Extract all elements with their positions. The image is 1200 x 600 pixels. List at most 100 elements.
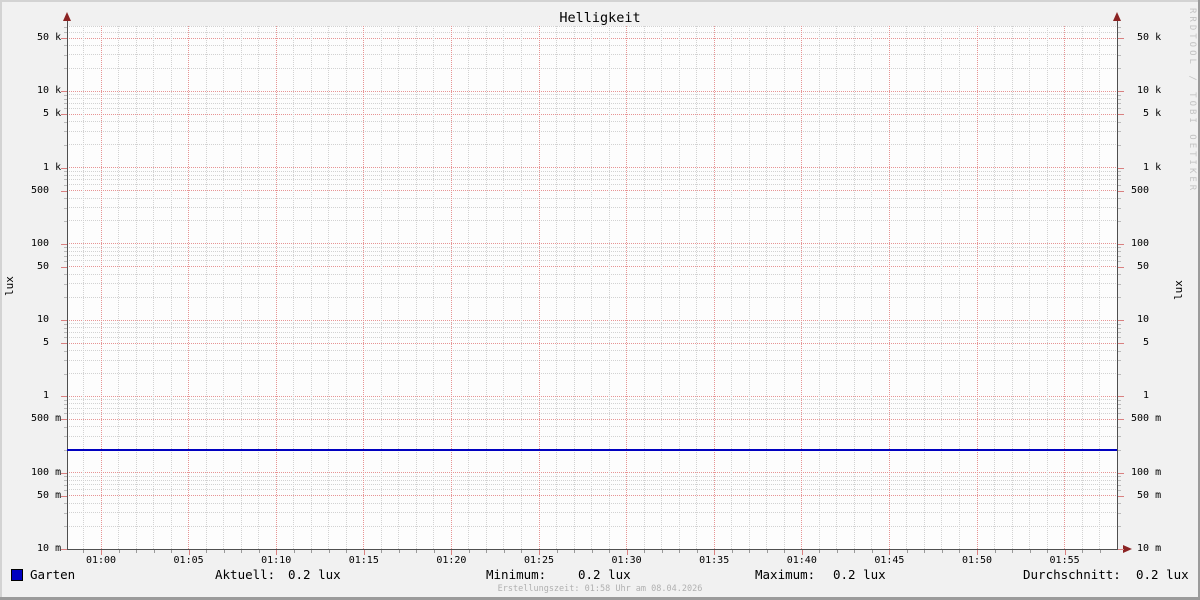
y-tick-right <box>1118 243 1124 245</box>
y-tick-right <box>1118 332 1121 333</box>
y-tick-right <box>1118 512 1121 514</box>
series-line-garten <box>67 448 1117 451</box>
y-tick-right <box>1118 480 1121 482</box>
y-tick-left <box>64 373 67 375</box>
y-tick-right <box>1118 98 1121 100</box>
y-tick-right <box>1118 413 1121 415</box>
x-tick <box>241 550 243 553</box>
x-tick <box>574 550 576 553</box>
y-tick-left <box>64 207 67 209</box>
y-tick-right <box>1118 260 1121 262</box>
y-tick-right <box>1118 320 1124 322</box>
y-tick-right <box>1118 198 1121 199</box>
x-gridline <box>538 26 540 549</box>
y-tick-left <box>64 436 67 438</box>
y-tick-label-right: 10 m <box>1131 543 1162 554</box>
y-tick-right <box>1118 108 1121 110</box>
border-top <box>0 0 1200 2</box>
x-tick <box>854 550 856 553</box>
y-tick-left <box>64 337 67 339</box>
y-axis-unit-left: lux <box>3 276 16 296</box>
x-tick <box>714 550 716 555</box>
x-tick <box>468 550 470 553</box>
y-tick-left <box>64 68 67 70</box>
y-tick-right <box>1118 399 1121 401</box>
x-tick <box>784 550 786 553</box>
x-tick <box>644 550 646 553</box>
x-gridline <box>626 26 628 549</box>
y-tick-right <box>1118 207 1121 209</box>
border-right <box>1198 0 1200 600</box>
x-tick <box>819 550 821 553</box>
x-tick-label: 01:55 <box>1049 555 1080 566</box>
x-tick-label: 01:50 <box>961 555 993 566</box>
x-tick-label: 01:05 <box>173 555 204 566</box>
y-axis-unit-right: lux <box>1172 280 1185 300</box>
x-gridline <box>398 26 400 549</box>
x-tick <box>398 550 400 553</box>
stat-aktuell-value: 0.2 lux <box>288 567 341 582</box>
y-tick-right <box>1118 419 1124 421</box>
x-gridline <box>906 26 908 549</box>
x-gridline <box>801 26 803 549</box>
border-bottom <box>0 597 1200 600</box>
y-tick-right <box>1118 91 1124 93</box>
y-tick-right <box>1118 408 1121 410</box>
x-gridline <box>100 26 102 549</box>
y-axis-arrow-left-icon <box>63 12 71 21</box>
y-tick-left <box>61 114 67 116</box>
y-tick-label-left: 10 m <box>31 543 62 554</box>
chart-title: Helligkeit <box>559 10 641 26</box>
y-tick-left <box>64 131 67 133</box>
y-tick-right <box>1118 472 1124 474</box>
y-axis-left <box>67 18 68 550</box>
x-tick <box>941 550 943 553</box>
x-gridline <box>1011 26 1013 549</box>
y-tick-left <box>61 167 67 169</box>
x-gridline <box>1046 26 1048 549</box>
x-gridline <box>328 26 330 549</box>
y-tick-right <box>1118 449 1121 451</box>
y-tick-left <box>64 403 67 405</box>
x-axis <box>61 549 1125 550</box>
y-tick-label-left: 50 m <box>31 489 62 501</box>
y-tick-label-left: 10 k <box>31 85 62 97</box>
y-tick-left <box>64 476 67 478</box>
x-gridline <box>170 26 172 549</box>
x-tick <box>924 550 926 553</box>
plot-area <box>67 26 1117 549</box>
x-gridline <box>1099 26 1101 549</box>
y-tick-left <box>61 38 67 40</box>
y-tick-left <box>64 503 67 505</box>
y-tick-left <box>64 426 67 428</box>
y-tick-left <box>64 45 67 47</box>
x-gridline <box>591 26 593 549</box>
y-tick-left <box>64 283 67 285</box>
x-gridline <box>783 26 785 549</box>
y-tick-label-right: 10 k <box>1131 85 1162 97</box>
y-tick-label-right: 1 k <box>1131 161 1162 173</box>
y-tick-right <box>1118 68 1121 70</box>
y-tick-left <box>64 526 67 528</box>
y-tick-right <box>1118 495 1124 497</box>
x-gridline <box>310 26 312 549</box>
y-tick-right <box>1118 327 1121 329</box>
x-tick <box>836 550 838 553</box>
y-tick-label-left: 50 k <box>31 32 62 44</box>
x-gridline <box>188 26 190 549</box>
y-tick-left <box>61 343 67 345</box>
x-tick <box>766 550 768 553</box>
x-tick <box>503 550 505 553</box>
x-tick <box>381 550 383 553</box>
x-gridline <box>853 26 855 549</box>
x-tick <box>539 550 540 555</box>
x-gridline <box>888 26 890 549</box>
y-tick-right <box>1118 220 1121 222</box>
x-axis-arrow-icon <box>1123 545 1132 553</box>
x-gridline <box>275 26 277 549</box>
y-tick-left <box>61 190 67 192</box>
x-tick <box>591 550 593 553</box>
x-tick <box>696 550 698 553</box>
x-gridline <box>608 26 610 549</box>
y-tick-left <box>64 175 67 177</box>
